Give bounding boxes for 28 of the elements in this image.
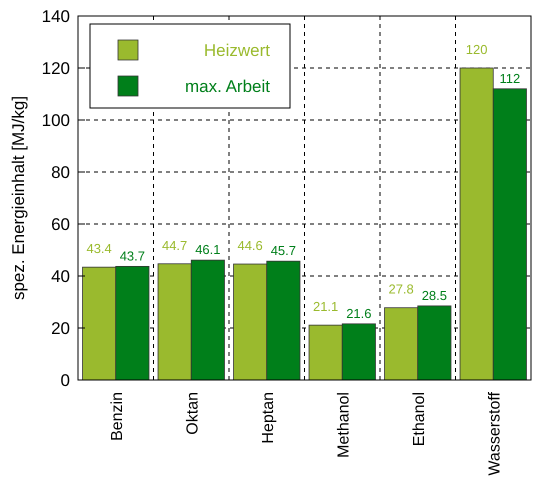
data-label: 27.8 — [388, 282, 414, 297]
x-tick-label: Oktan — [184, 392, 202, 435]
data-label: 21.6 — [346, 306, 372, 321]
y-tick-label: 60 — [51, 214, 70, 234]
data-label: 120 — [466, 42, 488, 57]
y-tick-label: 100 — [42, 110, 70, 130]
legend: Heizwert max. Arbeit — [90, 24, 290, 108]
data-label: 21.1 — [312, 299, 338, 314]
y-tick-label: 80 — [51, 162, 70, 182]
x-tick-label: Benzin — [108, 392, 126, 441]
data-label: 28.5 — [422, 288, 448, 303]
y-tick-label: 140 — [42, 6, 70, 26]
y-tick-label: 20 — [51, 318, 70, 338]
x-tick-label: Methanol — [335, 392, 352, 458]
y-tick-label: 40 — [51, 266, 70, 286]
data-label: 44.7 — [162, 238, 188, 253]
y-tick-label: 120 — [42, 58, 70, 78]
data-label: 112 — [499, 70, 520, 86]
y-tick-label: 0 — [60, 370, 70, 390]
data-label: 43.7 — [120, 248, 146, 264]
data-label: 43.4 — [86, 241, 112, 256]
x-tick-label: Wasserstoff — [486, 391, 504, 476]
data-label: 45.7 — [270, 243, 296, 258]
data-label: 44.6 — [237, 238, 263, 254]
y-axis-title: spez. Energieinhalt [MJ/kg] — [9, 96, 28, 300]
x-tick-label: Ethanol — [410, 392, 428, 446]
x-tick-label: Heptan — [260, 392, 277, 444]
data-label: 46.1 — [195, 242, 221, 258]
